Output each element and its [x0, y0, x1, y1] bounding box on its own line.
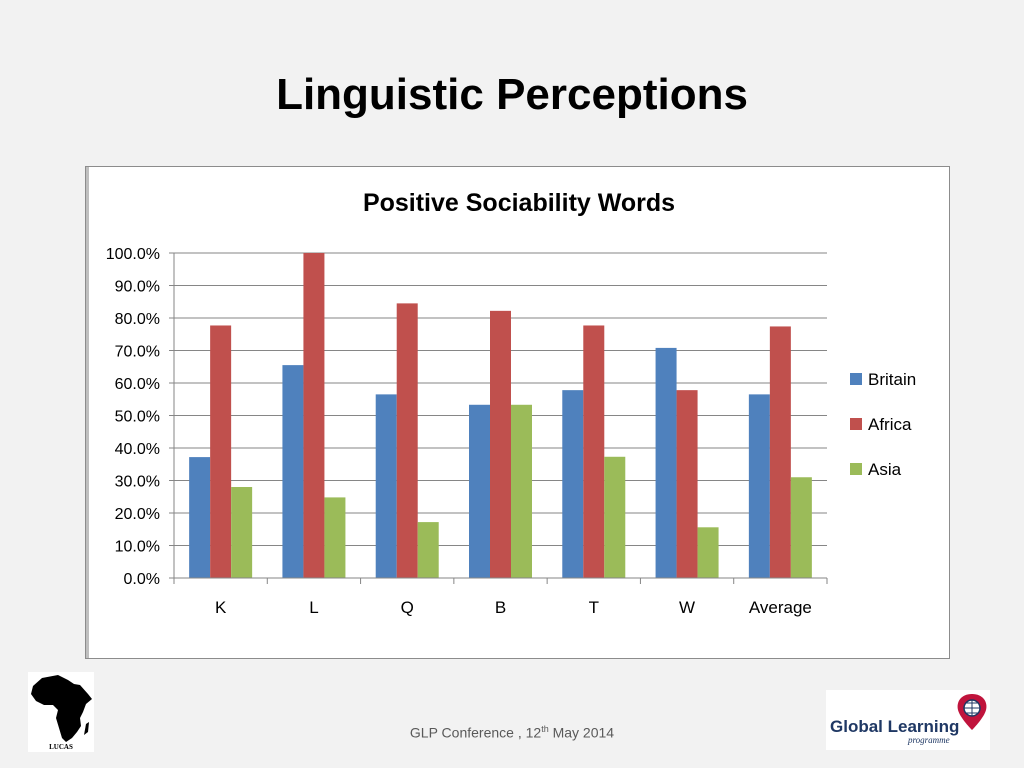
- glp-logo-subtext: programme: [907, 735, 950, 745]
- legend-swatch-asia: [850, 463, 862, 475]
- chart-title: Positive Sociability Words: [363, 189, 675, 217]
- footer-text: GLP Conference , 12th May 2014: [0, 724, 1024, 741]
- chart-frame: Positive Sociability Words 0.0% 10.0% 20.0…: [85, 166, 950, 659]
- glp-logo-text: Global Learning: [830, 717, 959, 736]
- africa-map-logo: LUCAS: [28, 672, 94, 752]
- bar-asia-w: [697, 527, 719, 578]
- x-tick-label: Average: [749, 598, 812, 617]
- y-tick-label: 40.0%: [115, 441, 160, 458]
- x-tick-label: Q: [401, 598, 414, 617]
- bar-britain-k: [189, 457, 211, 578]
- y-tick-label: 30.0%: [115, 474, 160, 491]
- bar-asia-k: [231, 487, 253, 578]
- y-tick-label: 10.0%: [115, 539, 160, 556]
- bar-africa-w: [676, 390, 698, 578]
- bar-britain-average: [748, 394, 770, 578]
- footer-superscript: th: [541, 724, 549, 734]
- bar-asia-t: [604, 456, 626, 578]
- y-tick-label: 20.0%: [115, 506, 160, 523]
- x-tick-label: W: [679, 598, 695, 617]
- legend: Britain Africa Asia: [850, 370, 916, 479]
- bar-asia-b: [511, 404, 532, 578]
- x-tick-label: B: [495, 598, 506, 617]
- y-tick-label: 80.0%: [115, 311, 160, 328]
- y-tick-label: 60.0%: [115, 376, 160, 393]
- axes: 0.0% 10.0% 20.0% 30.0% 40.0% 50.0% 60.0% 70.0% 8…: [106, 246, 828, 617]
- bar-asia-q: [417, 522, 439, 578]
- africa-silhouette: [31, 675, 92, 742]
- footer-prefix: GLP Conference , 12: [409, 724, 542, 741]
- y-tick-label: 90.0%: [115, 279, 160, 296]
- slide-title: Linguistic Perceptions: [276, 70, 748, 119]
- bar-africa-b: [490, 310, 511, 578]
- bar-asia-average: [790, 477, 812, 578]
- bar-britain-t: [562, 390, 584, 578]
- legend-swatch-africa: [850, 418, 862, 430]
- x-tick-label: K: [215, 598, 227, 617]
- legend-label-africa: Africa: [868, 415, 912, 434]
- bar-britain-w: [655, 347, 677, 578]
- y-tick-label: 70.0%: [115, 344, 160, 361]
- bar-africa-average: [769, 326, 791, 578]
- x-tick-label: L: [309, 598, 318, 617]
- bar-africa-t: [583, 325, 605, 578]
- y-tick-label: 0.0%: [124, 571, 160, 588]
- bar-africa-k: [210, 325, 232, 578]
- global-learning-logo: Global Learning programme: [826, 690, 990, 750]
- y-tick-label: 50.0%: [115, 409, 160, 426]
- legend-label-asia: Asia: [868, 460, 902, 479]
- madagascar-shape: [84, 722, 89, 735]
- bar-asia-l: [324, 497, 346, 578]
- bar-africa-q: [396, 303, 418, 578]
- legend-swatch-britain: [850, 373, 862, 385]
- bar-africa-l: [303, 253, 325, 578]
- footer-suffix: May 2014: [548, 724, 615, 741]
- bars: [189, 253, 812, 578]
- bar-chart: Positive Sociability Words 0.0% 10.0% 20.0…: [106, 189, 916, 617]
- x-tick-label: T: [589, 598, 599, 617]
- bar-britain-l: [282, 365, 304, 578]
- y-tick-label: 100.0%: [106, 246, 160, 263]
- bar-britain-b: [469, 404, 490, 578]
- bar-britain-q: [375, 394, 397, 578]
- lucas-logo-text: LUCAS: [49, 743, 73, 751]
- legend-label-britain: Britain: [868, 370, 916, 389]
